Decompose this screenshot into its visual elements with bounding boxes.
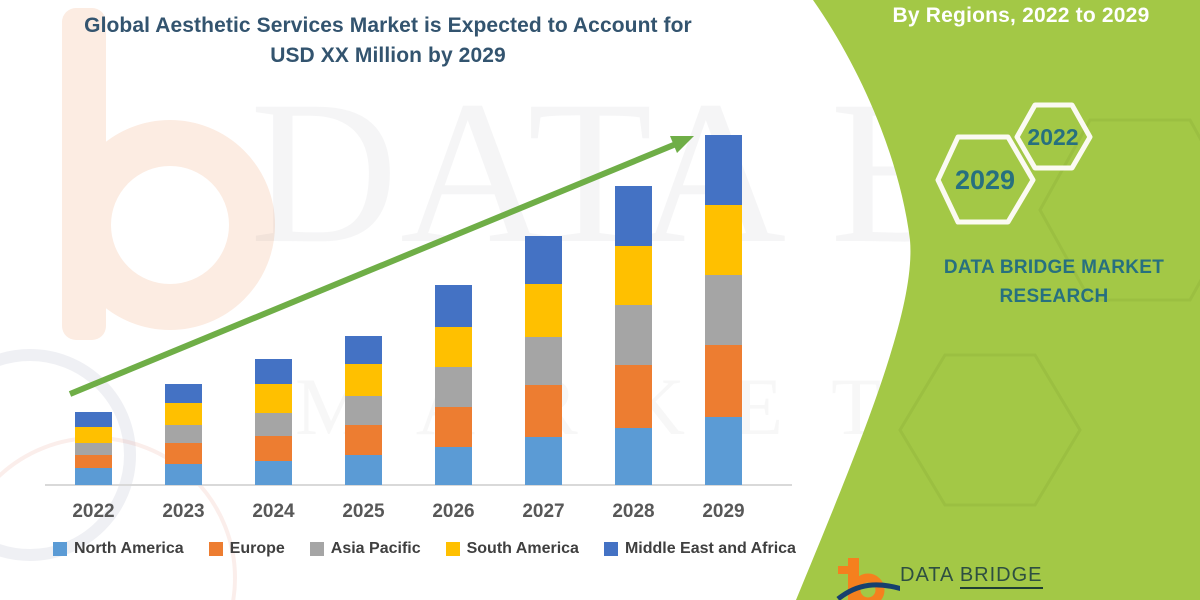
legend-swatch-icon <box>208 542 223 556</box>
bar-segment-middle-east-and-africa <box>435 285 472 327</box>
x-axis-label-2029: 2029 <box>702 501 745 522</box>
legend-label: South America <box>466 540 579 557</box>
legend-swatch-icon <box>445 542 460 556</box>
footer-logo-text: DATA BRIDGE <box>900 564 1043 589</box>
bar-segment-europe <box>255 436 292 461</box>
bar-segment-south-america <box>435 327 472 367</box>
bar-2022 <box>75 412 112 485</box>
bar-segment-north-america <box>525 437 562 485</box>
bar-segment-middle-east-and-africa <box>345 336 382 364</box>
hexagon-2022-label: 2022 <box>1027 124 1078 150</box>
bar-segment-asia-pacific <box>75 443 112 455</box>
bar-2029 <box>705 135 742 485</box>
x-axis-label-2027: 2027 <box>522 501 565 522</box>
bar-segment-north-america <box>615 428 652 485</box>
bar-segment-asia-pacific <box>345 396 382 425</box>
trend-arrow-head <box>670 136 694 153</box>
faint-hexagon <box>898 353 1082 507</box>
bar-segment-north-america <box>705 417 742 485</box>
watermark-text-marketresearch: MARKET RESEARCH <box>295 360 1200 454</box>
legend-label: Middle East and Africa <box>624 540 796 557</box>
panel-heading: By Regions, 2022 to 2029 <box>892 4 1150 27</box>
chart-title: Global Aesthetic Services Market is Expe… <box>58 11 718 71</box>
brand-line1: DATA BRIDGE MARKET <box>943 257 1165 278</box>
chart-title-line1: Global Aesthetic Services Market is Expe… <box>84 14 692 37</box>
bar-segment-asia-pacific <box>255 413 292 436</box>
x-axis-label-2026: 2026 <box>432 501 475 522</box>
footer-logo-word2: BRIDGE <box>959 564 1043 589</box>
bar-segment-europe <box>525 385 562 437</box>
hexagon-2029 <box>935 134 1036 225</box>
bar-segment-north-america <box>345 455 382 485</box>
x-axis-label-2028: 2028 <box>612 501 655 522</box>
legend-item-asia-pacific: Asia Pacific <box>309 540 421 558</box>
bar-2028 <box>615 186 652 485</box>
brand-line2: RESEARCH <box>999 286 1109 307</box>
bar-segment-south-america <box>165 403 202 425</box>
bar-segment-europe <box>435 407 472 447</box>
legend-label: Europe <box>229 540 285 557</box>
watermark-b-bowl <box>65 120 275 330</box>
footer-logo-word1: DATA <box>900 564 954 586</box>
bar-segment-south-america <box>525 284 562 337</box>
bar-segment-south-america <box>75 427 112 443</box>
bar-segment-asia-pacific <box>435 367 472 407</box>
bar-segment-europe <box>165 443 202 464</box>
bar-segment-middle-east-and-africa <box>75 412 112 427</box>
x-axis-label-2025: 2025 <box>342 501 385 522</box>
bar-segment-middle-east-and-africa <box>255 359 292 384</box>
bar-segment-middle-east-and-africa <box>165 384 202 403</box>
legend-item-middle-east-and-africa: Middle East and Africa <box>603 540 796 558</box>
bar-segment-north-america <box>255 461 292 485</box>
bar-segment-north-america <box>165 464 202 485</box>
x-axis-line <box>45 484 792 486</box>
legend-swatch-icon <box>603 542 618 556</box>
x-axis-label-2023: 2023 <box>162 501 205 522</box>
bar-segment-south-america <box>615 246 652 305</box>
footer-logo-b-icon <box>836 558 900 600</box>
bar-segment-middle-east-and-africa <box>615 186 652 246</box>
legend-label: North America <box>74 540 184 557</box>
bar-segment-north-america <box>435 447 472 485</box>
bar-segment-europe <box>615 365 652 428</box>
footer-logo: DATA BRIDGE <box>830 553 1090 600</box>
legend-swatch-icon <box>53 542 67 556</box>
bar-segment-asia-pacific <box>525 337 562 385</box>
bar-segment-south-america <box>255 384 292 413</box>
bar-2023 <box>165 384 202 485</box>
bar-2025 <box>345 336 382 485</box>
bar-2026 <box>435 285 472 485</box>
hexagon-2022 <box>1014 102 1093 171</box>
bar-segment-asia-pacific <box>615 305 652 365</box>
bar-segment-south-america <box>345 364 382 396</box>
legend-label: Asia Pacific <box>330 540 421 557</box>
legend: North America Europe Asia Pacific South Ame… <box>53 540 796 558</box>
chart-title-line2: USD XX Million by 2029 <box>270 44 506 67</box>
bar-2024 <box>255 359 292 485</box>
legend-item-north-america: North America <box>53 540 184 558</box>
brand-text: DATA BRIDGE MARKET RESEARCH <box>928 253 1180 311</box>
hexagon-2029-label: 2029 <box>955 165 1015 195</box>
bar-segment-south-america <box>705 205 742 275</box>
legend-item-south-america: South America <box>445 540 579 558</box>
bar-segment-north-america <box>75 468 112 485</box>
bar-segment-asia-pacific <box>165 425 202 443</box>
x-axis-label-2022: 2022 <box>72 501 115 522</box>
legend-item-europe: Europe <box>208 540 285 558</box>
bar-segment-europe <box>75 455 112 468</box>
bar-segment-middle-east-and-africa <box>525 236 562 284</box>
bar-2027 <box>525 236 562 485</box>
x-axis-label-2024: 2024 <box>252 501 295 522</box>
bar-segment-middle-east-and-africa <box>705 135 742 205</box>
bar-segment-europe <box>345 425 382 455</box>
bar-segment-europe <box>705 345 742 417</box>
legend-swatch-icon <box>309 542 324 556</box>
bar-segment-asia-pacific <box>705 275 742 345</box>
